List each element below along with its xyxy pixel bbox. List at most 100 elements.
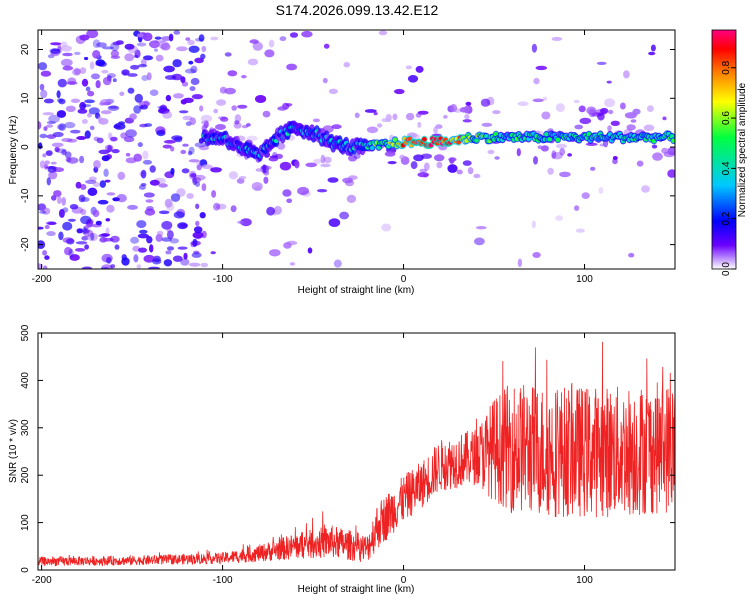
heatmap-frame <box>37 29 676 270</box>
heatmap-cell <box>447 164 458 173</box>
heatmap-cell <box>600 107 609 114</box>
heatmap-cell <box>64 151 72 159</box>
heatmap-x-label: Height of straight line (km) <box>298 285 415 296</box>
heatmap-cell <box>636 160 644 167</box>
heatmap-x-ticks: -200 -100 0 100 <box>32 30 593 285</box>
x-tick-label: -200 <box>32 575 52 586</box>
heatmap-cell <box>172 255 183 262</box>
heatmap-cell <box>85 86 91 92</box>
heatmap-cell <box>651 144 658 149</box>
heatmap-cell <box>140 183 147 187</box>
heatmap-cell <box>286 198 293 204</box>
heatmap-cell <box>268 39 275 48</box>
heatmap-cell <box>58 123 66 131</box>
heatmap-cell <box>86 30 99 39</box>
heatmap-cell <box>165 94 172 102</box>
heatmap-cell <box>76 228 83 234</box>
heatmap-cell <box>183 252 188 260</box>
heatmap-cell <box>353 153 361 160</box>
heatmap-cell <box>99 180 107 188</box>
heatmap-cell <box>555 103 565 113</box>
heatmap-cell <box>555 137 561 142</box>
heatmap-cell <box>162 111 173 119</box>
heatmap-cell <box>237 220 245 224</box>
heatmap-cell <box>142 150 149 160</box>
heatmap-cell <box>474 237 485 246</box>
heatmap-cell <box>108 105 119 109</box>
heatmap-cell <box>110 42 120 52</box>
heatmap-cell <box>68 218 76 222</box>
heatmap-cell <box>433 126 438 134</box>
heatmap-cell <box>200 53 206 60</box>
heatmap-cell <box>87 90 95 97</box>
heatmap-cell <box>127 73 138 77</box>
heatmap-cell <box>67 138 78 143</box>
heatmap-cell <box>342 177 353 184</box>
heatmap-cell <box>559 171 571 178</box>
y-tick-label: 200 <box>20 466 31 483</box>
heatmap-cell <box>110 49 119 58</box>
heatmap-cell <box>285 103 293 107</box>
heatmap-cell <box>331 124 342 130</box>
y-tick-label: 300 <box>20 419 31 436</box>
heatmap-cell <box>624 112 637 119</box>
heatmap-cell <box>143 192 155 198</box>
heatmap-cell <box>574 124 583 130</box>
heatmap-cell <box>348 155 357 162</box>
heatmap-cell <box>188 45 200 53</box>
heatmap-cell <box>141 75 149 81</box>
heatmap-cell <box>317 189 328 193</box>
heatmap-cell <box>266 206 275 216</box>
heatmap-cell <box>77 108 88 114</box>
heatmap-cell <box>301 30 313 38</box>
snr-panel: -200 -100 0 100 0 100 200 300 400 500 Height of … <box>8 324 676 595</box>
heatmap-cell <box>101 69 109 74</box>
heatmap-cell <box>201 120 206 125</box>
heatmap-cell <box>121 69 130 76</box>
heatmap-cell <box>176 46 188 52</box>
heatmap-cell <box>459 107 469 113</box>
heatmap-cell <box>58 98 66 105</box>
heatmap-cell <box>312 118 320 123</box>
heatmap-cell <box>279 161 292 171</box>
heatmap-cell <box>98 118 109 125</box>
heatmap-cell <box>487 149 495 155</box>
heatmap-cell <box>62 65 74 71</box>
heatmap-cell <box>106 204 115 213</box>
heatmap-cell <box>517 101 529 106</box>
heatmap-cell <box>346 194 357 203</box>
heatmap-cell <box>168 33 174 42</box>
heatmap-cell <box>555 215 564 221</box>
heatmap-cell <box>462 119 472 123</box>
heatmap-cell <box>286 63 298 71</box>
heatmap-cell <box>84 56 89 61</box>
colorbar-tick-label: 0.8 <box>721 60 732 74</box>
heatmap-cell <box>366 126 379 134</box>
heatmap-cell <box>585 142 598 146</box>
heatmap-y-ticks: -20 -10 0 10 20 <box>20 44 675 252</box>
heatmap-cell <box>492 110 501 115</box>
heatmap-cell <box>449 104 458 113</box>
heatmap-cell <box>56 148 67 154</box>
heatmap-cell <box>61 197 66 206</box>
heatmap-cell <box>60 45 72 52</box>
heatmap-cell <box>110 136 118 142</box>
x-tick-label: 0 <box>401 274 407 285</box>
heatmap-cell <box>83 229 94 237</box>
colorbar-gradient <box>711 29 737 270</box>
heatmap-cell <box>180 149 187 155</box>
heatmap-cell <box>230 205 237 213</box>
heatmap-cell <box>170 193 181 202</box>
heatmap-cell <box>39 133 48 139</box>
heatmap-cell <box>407 75 419 83</box>
heatmap-cell <box>38 121 42 130</box>
heatmap-cells <box>38 30 675 269</box>
heatmap-cell <box>95 80 101 89</box>
heatmap-cell <box>646 105 654 112</box>
heatmap-cell <box>480 98 491 107</box>
heatmap-cell <box>531 220 536 229</box>
heatmap-cell <box>166 227 172 233</box>
heatmap-cell <box>339 211 349 220</box>
heatmap-cell <box>129 113 137 120</box>
heatmap-cell <box>130 64 140 70</box>
